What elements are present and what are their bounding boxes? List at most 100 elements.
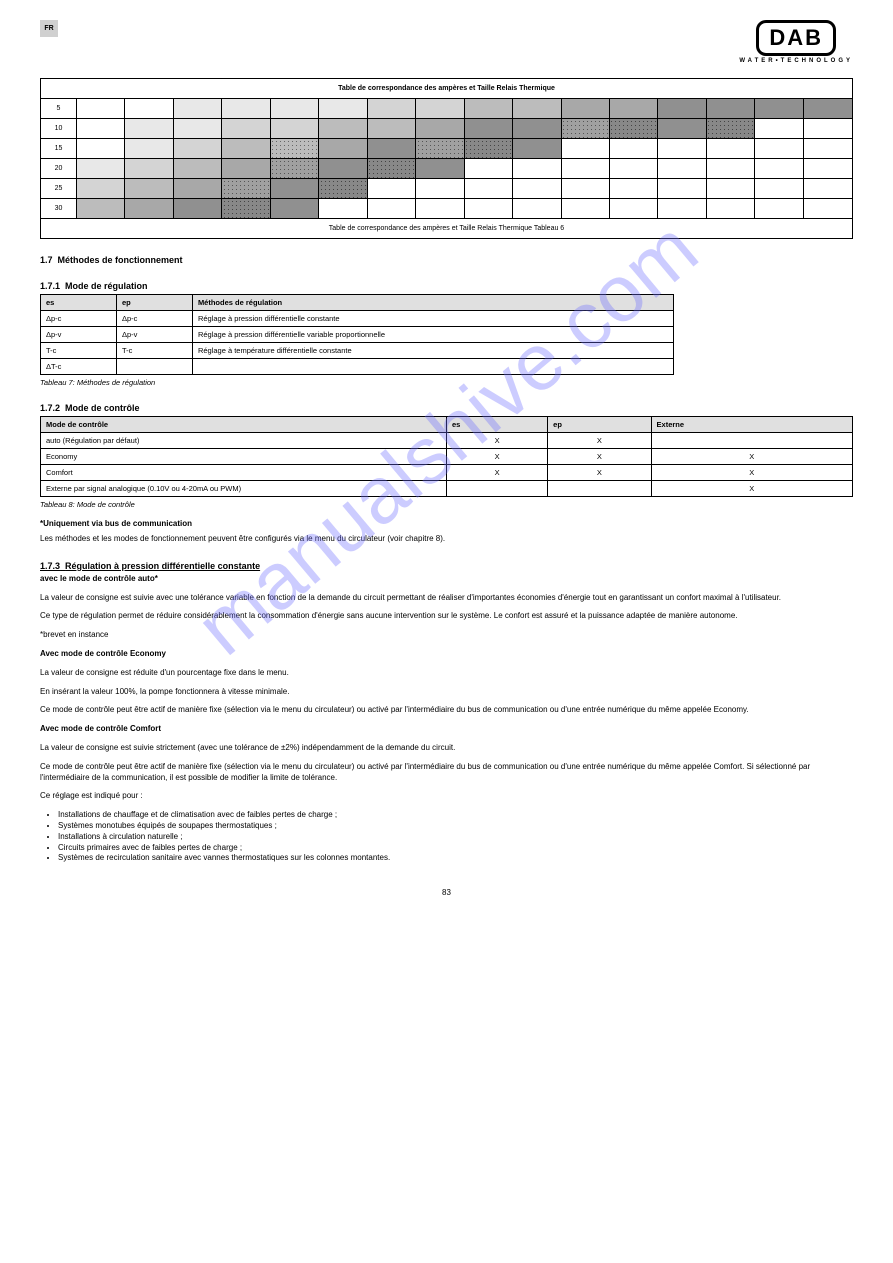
chart-cell — [464, 199, 512, 219]
chart-cell — [464, 179, 512, 199]
table-cell — [192, 359, 673, 375]
chart-cell — [416, 179, 464, 199]
chart-cell — [319, 119, 367, 139]
chart-cell — [658, 179, 706, 199]
chart-cell — [173, 199, 221, 219]
table-cell: X — [651, 465, 852, 481]
chart-cell — [706, 119, 754, 139]
list-item: Installations à circulation naturelle ; — [58, 832, 853, 843]
chart-cell — [464, 159, 512, 179]
chart-cell — [609, 99, 657, 119]
chart-cell — [222, 139, 270, 159]
table-cell: auto (Régulation par défaut) — [41, 433, 447, 449]
chart-cell — [464, 119, 512, 139]
section-1-7-1-heading: 1.7.1 Mode de régulation — [40, 281, 853, 291]
chart-cell — [609, 179, 657, 199]
chart-cell — [125, 119, 173, 139]
chart-cell — [416, 139, 464, 159]
table-cell: Δp-c — [41, 311, 117, 327]
chart-cell — [513, 159, 561, 179]
table-cell: Δp-c — [116, 311, 192, 327]
chart-cell — [270, 159, 318, 179]
brand-logo: DAB — [756, 20, 836, 56]
chart-title: Table de correspondance des ampères et T… — [41, 79, 853, 99]
chart-cell — [367, 99, 415, 119]
chart-cell — [319, 199, 367, 219]
chart-cell — [367, 159, 415, 179]
chart-cell — [513, 99, 561, 119]
table-cell: Réglage à pression différentielle variab… — [192, 327, 673, 343]
chart-cell — [77, 179, 125, 199]
chart-y-tick: 25 — [41, 179, 77, 199]
chart-cell — [706, 99, 754, 119]
chart-cell — [319, 179, 367, 199]
t7-h3: Méthodes de régulation — [192, 295, 673, 311]
table-cell: X — [651, 449, 852, 465]
chart-cell — [270, 199, 318, 219]
chart-cell — [222, 179, 270, 199]
chart-cell — [706, 179, 754, 199]
chart-y-tick: 10 — [41, 119, 77, 139]
table7-caption: Tableau 7: Méthodes de régulation — [40, 378, 853, 387]
paragraph: La valeur de consigne est réduite d'un p… — [40, 668, 853, 679]
page-header: FR DAB WATER•TECHNOLOGY — [40, 20, 853, 64]
chart-cell — [464, 139, 512, 159]
chart-cell — [755, 199, 803, 219]
table-cell — [651, 433, 852, 449]
chart-cell — [706, 159, 754, 179]
paragraph: Ce réglage est indiqué pour : — [40, 791, 853, 802]
table-cell: X — [651, 481, 852, 497]
chart-cell — [513, 199, 561, 219]
t8-h3: ep — [548, 417, 651, 433]
chart-cell — [803, 159, 852, 179]
table-cell: Economy — [41, 449, 447, 465]
chart-cell — [416, 99, 464, 119]
chart-cell — [561, 159, 609, 179]
amperage-relay-chart: Table de correspondance des ampères et T… — [40, 78, 853, 239]
chart-y-tick: 30 — [41, 199, 77, 219]
chart-cell — [125, 159, 173, 179]
chart-cell — [173, 179, 221, 199]
table-cell: Externe par signal analogique (0.10V ou … — [41, 481, 447, 497]
chart-cell — [416, 199, 464, 219]
table-cell: X — [447, 433, 548, 449]
chart-cell — [513, 179, 561, 199]
chart-cell — [609, 119, 657, 139]
chart-cell — [222, 119, 270, 139]
table-cell: T-c — [41, 343, 117, 359]
table-cell — [116, 359, 192, 375]
chart-cell — [755, 179, 803, 199]
chart-cell — [367, 199, 415, 219]
chart-cell — [173, 139, 221, 159]
chart-cell — [706, 139, 754, 159]
chart-cell — [77, 159, 125, 179]
chart-cell — [609, 139, 657, 159]
chart-cell — [125, 139, 173, 159]
table-cell: X — [447, 449, 548, 465]
chart-caption-row: Table de correspondance des ampères et T… — [41, 219, 853, 239]
chart-cell — [803, 139, 852, 159]
chart-cell — [270, 139, 318, 159]
chart-cell — [561, 139, 609, 159]
list-item: Circuits primaires avec de faibles perte… — [58, 843, 853, 854]
table-cell: Réglage à température différentielle con… — [192, 343, 673, 359]
chart-cell — [319, 159, 367, 179]
chart-cell — [803, 119, 852, 139]
table-cell: T-c — [116, 343, 192, 359]
chart-cell — [609, 199, 657, 219]
paragraph: Ce type de régulation permet de réduire … — [40, 611, 853, 622]
chart-cell — [173, 159, 221, 179]
table-cell: X — [548, 465, 651, 481]
chart-cell — [658, 199, 706, 219]
chart-cell — [755, 99, 803, 119]
chart-cell — [77, 99, 125, 119]
table-cell: Δp-v — [116, 327, 192, 343]
paragraph-bold: Avec mode de contrôle Economy — [40, 649, 853, 660]
chart-cell — [173, 119, 221, 139]
paragraph-bold: Avec mode de contrôle Comfort — [40, 724, 853, 735]
paragraph: Ce mode de contrôle peut être actif de m… — [40, 705, 853, 716]
chart-cell — [270, 99, 318, 119]
chart-cell — [464, 99, 512, 119]
table-cell — [548, 481, 651, 497]
chart-y-tick: 20 — [41, 159, 77, 179]
